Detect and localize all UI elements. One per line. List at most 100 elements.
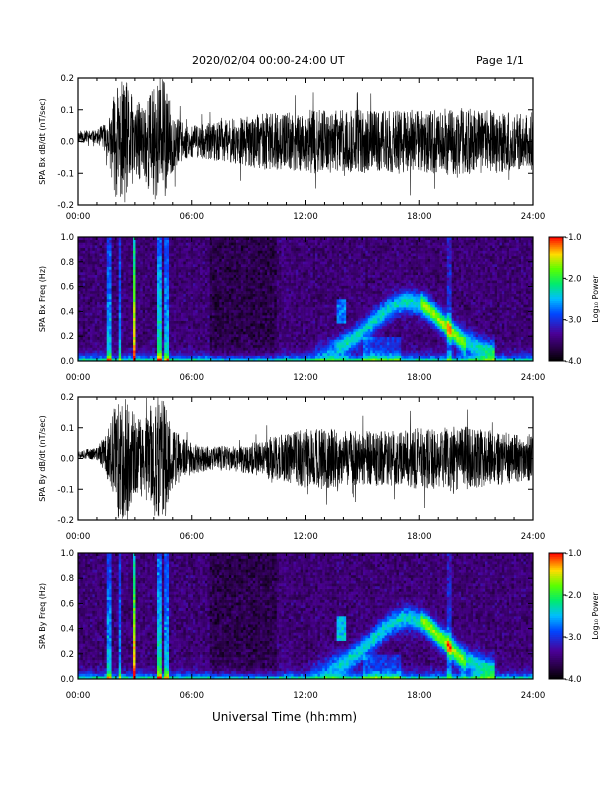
spectrogram-cell — [209, 288, 213, 292]
spectrogram-cell — [250, 299, 254, 302]
spectrogram-cell — [118, 261, 122, 265]
spectrogram-cell — [231, 331, 234, 335]
spectrogram-cell — [147, 334, 151, 338]
spectrogram-cell — [185, 328, 189, 332]
spectrogram-cell — [307, 317, 311, 321]
spectrogram-cell — [209, 350, 213, 354]
spectrogram-cell — [183, 344, 187, 348]
spectrogram-cell — [183, 272, 187, 276]
spectrogram-cell — [250, 315, 254, 319]
spectrogram-cell — [200, 344, 203, 348]
spectrogram-cell — [204, 312, 208, 316]
spectrogram-cell — [327, 237, 330, 240]
spectrogram-cell — [173, 334, 177, 338]
spectrogram-cell — [157, 301, 160, 305]
spectrogram-cell — [111, 347, 115, 351]
spectrogram-cell — [123, 342, 127, 346]
spectrogram-cell — [200, 347, 203, 351]
spectrogram-cell — [164, 272, 167, 276]
spectrogram-2 — [78, 237, 534, 362]
spectrogram-cell — [128, 293, 131, 297]
spectrogram-cell — [243, 299, 246, 302]
spectrogram-cell — [140, 280, 143, 284]
spectrogram-cell — [178, 266, 182, 270]
spectrogram-cell — [125, 296, 129, 300]
spectrogram-cell — [243, 339, 246, 343]
spectrogram-cell — [219, 301, 222, 305]
spectrogram-cell — [327, 325, 330, 329]
spectrogram-cell — [183, 336, 187, 340]
spectrogram-cell — [283, 344, 287, 348]
x-tick-label: 12:00 — [293, 212, 318, 222]
spectrogram-cell — [87, 253, 91, 257]
spectrogram-cell — [135, 253, 139, 257]
spectrogram-cell — [207, 245, 211, 249]
spectrogram-cell — [233, 301, 237, 305]
spectrogram-cell — [152, 352, 155, 356]
spectrogram-cell — [248, 312, 251, 316]
spectrogram-cell — [85, 293, 88, 297]
spectrogram-cell — [324, 255, 328, 259]
spectrogram-cell — [260, 320, 263, 324]
spectrogram-cell — [279, 342, 282, 346]
spectrogram-cell — [185, 312, 189, 316]
spectrogram-cell — [135, 301, 139, 305]
spectrogram-cell — [310, 315, 313, 319]
spectrogram-cell — [212, 274, 215, 278]
spectrogram-cell — [92, 258, 96, 262]
spectrogram-cell — [152, 239, 155, 243]
spectrogram-cell — [118, 304, 122, 308]
spectrogram-cell — [315, 250, 318, 254]
spectrogram-cell — [195, 266, 199, 270]
spectrogram-cell — [92, 312, 96, 316]
spectrogram-cell — [111, 301, 115, 305]
spectrogram-cell — [164, 301, 167, 305]
spectrogram-cell — [293, 336, 297, 340]
spectrogram-cell — [197, 323, 201, 327]
spectrogram-cell — [298, 245, 302, 249]
spectrogram-cell — [169, 358, 172, 362]
spectrogram-cell — [173, 272, 177, 276]
spectrogram-cell — [159, 282, 163, 286]
x-tick-label: 24:00 — [521, 212, 546, 222]
spectrogram-cell — [185, 237, 189, 240]
spectrogram-cell — [121, 247, 124, 251]
spectrogram-cell — [274, 301, 278, 305]
spectrogram-cell — [236, 293, 239, 297]
spectrogram-cell — [324, 344, 328, 348]
spectrogram-cell — [324, 301, 328, 305]
spectrogram-cell — [214, 290, 218, 294]
spectrogram-cell — [130, 258, 134, 262]
spectrogram-cell — [87, 272, 91, 276]
spectrogram-cell — [183, 334, 187, 338]
spectrogram-cell — [180, 247, 184, 251]
spectrogram-cell — [149, 255, 153, 259]
spectrogram-cell — [104, 331, 108, 335]
spectrogram-cell — [209, 280, 213, 284]
spectrogram-cell — [255, 237, 258, 240]
spectrogram-cell — [159, 317, 163, 321]
spectrogram-cell — [183, 258, 187, 262]
spectrogram-cell — [303, 317, 306, 321]
spectrogram-cell — [252, 312, 256, 316]
spectrogram-cell — [295, 312, 299, 316]
spectrogram-cell — [135, 315, 139, 319]
spectrogram-cell — [140, 237, 143, 240]
spectrogram-cell — [322, 328, 325, 332]
spectrogram-cell — [133, 269, 136, 273]
spectrogram-cell — [180, 282, 184, 286]
spectrogram-cell — [154, 266, 158, 270]
spectrogram-cell — [274, 355, 278, 359]
spectrogram-cell — [312, 247, 316, 251]
spectrogram-cell — [101, 339, 105, 343]
spectrogram-cell — [274, 245, 278, 249]
spectrogram-cell — [145, 299, 148, 302]
spectrogram-cell — [135, 320, 139, 324]
spectrogram-cell — [216, 299, 220, 302]
spectrogram-cell — [322, 280, 325, 284]
spectrogram-cell — [159, 347, 163, 351]
spectrogram-cell — [118, 309, 122, 313]
spectrogram-cell — [109, 290, 112, 294]
spectrogram-cell — [137, 239, 141, 243]
spectrogram-cell — [221, 350, 225, 354]
